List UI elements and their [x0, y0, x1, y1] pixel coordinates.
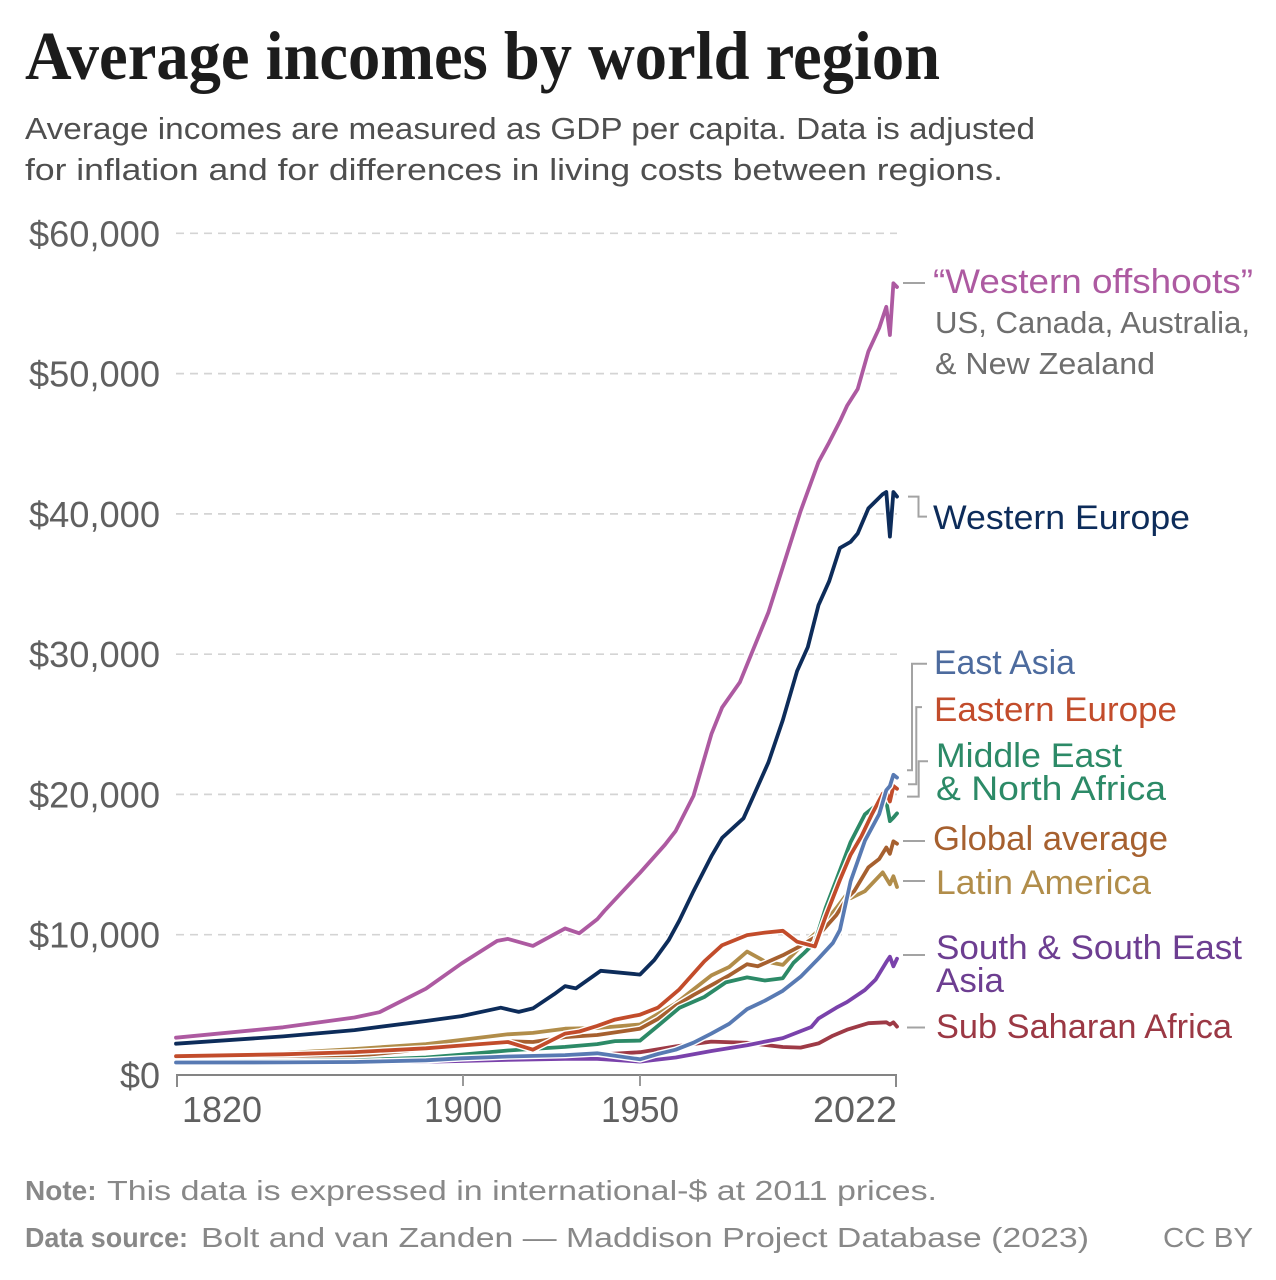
svg-text:Sub Saharan Africa: Sub Saharan Africa: [936, 1008, 1232, 1046]
svg-text:CC BY: CC BY: [1163, 1222, 1253, 1253]
svg-text:1820: 1820: [182, 1089, 262, 1130]
svg-text:1950: 1950: [601, 1089, 679, 1130]
svg-text:Average incomes by world regio: Average incomes by world region: [25, 18, 940, 94]
svg-text:Average incomes are measured a: Average incomes are measured as GDP per …: [25, 111, 1035, 146]
svg-text:$60,000: $60,000: [29, 213, 160, 254]
svg-text:& North Africa: & North Africa: [936, 770, 1166, 808]
svg-text:“Western offshoots”: “Western offshoots”: [933, 263, 1253, 301]
svg-text:$40,000: $40,000: [29, 494, 160, 535]
svg-text:1900: 1900: [424, 1089, 502, 1130]
svg-text:Middle East: Middle East: [936, 737, 1123, 775]
svg-text:& New Zealand: & New Zealand: [935, 346, 1155, 381]
svg-text:for inflation and for differen: for inflation and for differences in liv…: [25, 152, 1003, 187]
svg-text:Latin America: Latin America: [936, 864, 1151, 902]
svg-text:East Asia: East Asia: [934, 644, 1075, 682]
svg-text:Global average: Global average: [933, 820, 1168, 858]
svg-text:2022: 2022: [813, 1089, 897, 1130]
svg-text:$10,000: $10,000: [29, 915, 160, 956]
svg-text:$20,000: $20,000: [29, 774, 160, 815]
svg-text:Eastern Europe: Eastern Europe: [934, 691, 1177, 729]
svg-text:Western Europe: Western Europe: [933, 499, 1190, 537]
svg-text:Data source:: Data source:: [25, 1222, 188, 1253]
svg-text:$0: $0: [120, 1055, 160, 1096]
svg-text:This data is expressed in inte: This data is expressed in international-…: [107, 1175, 937, 1206]
svg-text:South & South East: South & South East: [936, 929, 1243, 967]
svg-text:Asia: Asia: [936, 962, 1004, 1000]
svg-text:$30,000: $30,000: [29, 634, 160, 675]
svg-text:Note:: Note:: [25, 1175, 97, 1206]
svg-text:Bolt and van Zanden — Maddison: Bolt and van Zanden — Maddison Project D…: [201, 1222, 1089, 1253]
svg-text:US, Canada, Australia,: US, Canada, Australia,: [935, 305, 1250, 340]
svg-text:$50,000: $50,000: [29, 354, 160, 395]
